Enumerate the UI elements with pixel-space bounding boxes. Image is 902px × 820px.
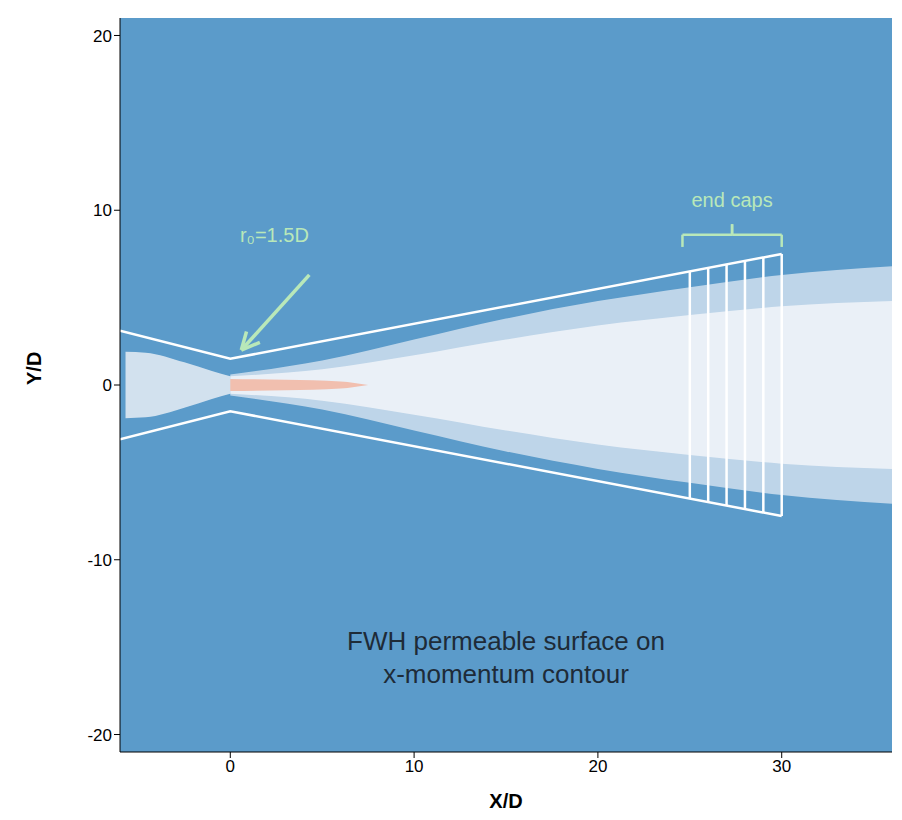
svg-text:10: 10 (405, 757, 424, 776)
svg-text:r₀=1.5D: r₀=1.5D (240, 224, 309, 246)
svg-text:0: 0 (103, 376, 112, 395)
svg-text:-10: -10 (87, 551, 112, 570)
svg-text:Y/D: Y/D (23, 352, 45, 385)
svg-text:20: 20 (93, 27, 112, 46)
svg-text:30: 30 (772, 757, 791, 776)
svg-text:0: 0 (226, 757, 235, 776)
svg-text:FWH permeable surface onx-mome: FWH permeable surface onx-momentum conto… (347, 626, 665, 689)
svg-text:-20: -20 (87, 726, 112, 745)
svg-text:20: 20 (588, 757, 607, 776)
svg-text:X/D: X/D (489, 790, 522, 812)
svg-text:end caps: end caps (691, 189, 772, 211)
svg-text:10: 10 (93, 201, 112, 220)
